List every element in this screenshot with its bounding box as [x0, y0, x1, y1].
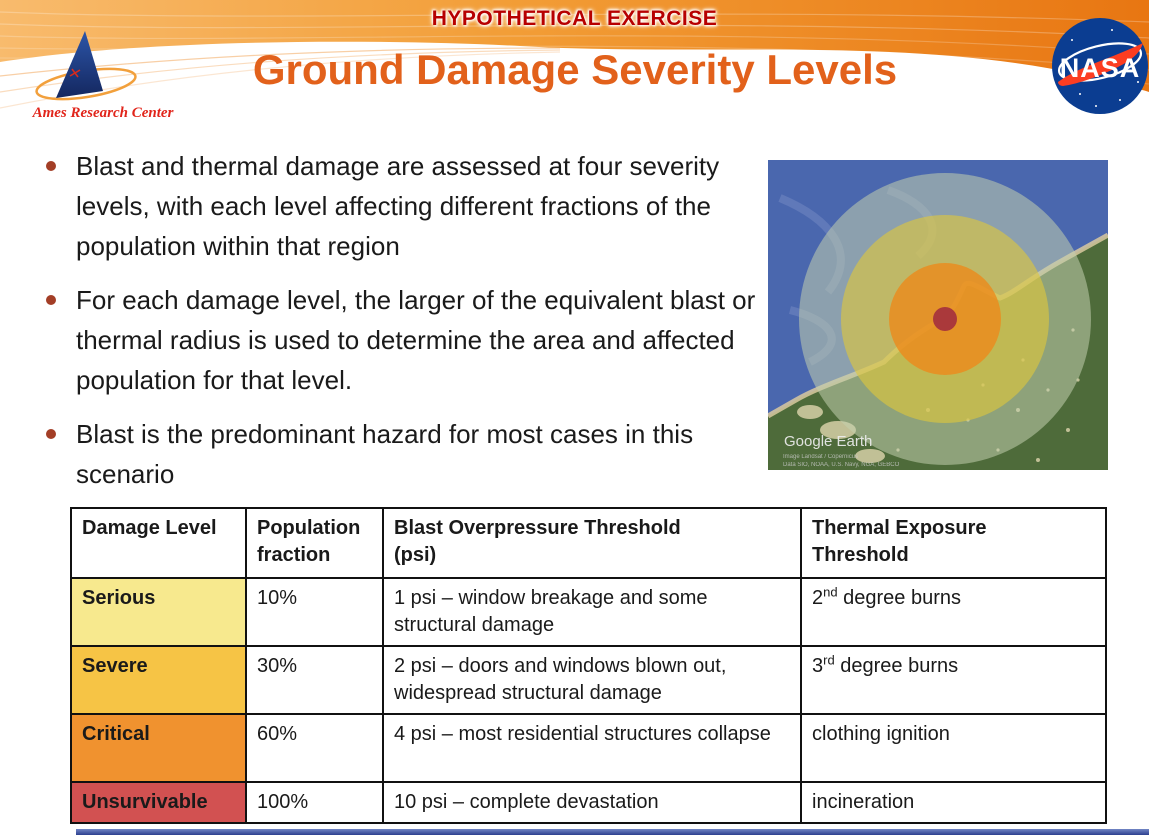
thermal-rest: degree burns — [837, 587, 962, 609]
header-thermal-threshold: Thermal Exposure Threshold — [800, 507, 1107, 579]
cell-fraction: 10% — [245, 577, 384, 647]
thermal-base: 3 — [812, 655, 824, 677]
footer-accent-bar — [76, 829, 1149, 835]
bullet-dot-icon — [46, 429, 56, 439]
bullet-dot-icon — [46, 161, 56, 171]
bullet-item: For each damage level, the larger of the… — [46, 280, 758, 400]
ames-star-icon — [69, 68, 81, 78]
thermal-base: clothing ignition — [812, 723, 950, 745]
header-band-graphic — [0, 0, 1149, 109]
table-row: Unsurvivable 100% 10 psi – complete deva… — [70, 781, 1107, 824]
cell-thermal: 3rd degree burns — [800, 645, 1107, 715]
ames-logo-label: Ames Research Center — [32, 105, 174, 121]
cell-blast: 1 psi – window breakage and some structu… — [382, 577, 802, 647]
bullet-dot-icon — [46, 295, 56, 305]
thermal-base: incineration — [812, 791, 915, 813]
severity-table: Damage Level Population fraction Blast O… — [70, 507, 1107, 824]
table-header-row: Damage Level Population fraction Blast O… — [70, 507, 1107, 579]
bullet-list: Blast and thermal damage are assessed at… — [46, 146, 758, 508]
page-title: Ground Damage Severity Levels — [252, 46, 898, 93]
map-image: Google Earth Image Landsat / Copernicus … — [768, 160, 1108, 470]
cell-level: Critical — [70, 713, 247, 783]
nasa-orbit-ellipse — [1057, 42, 1143, 82]
cell-thermal: incineration — [800, 781, 1107, 824]
cell-level: Severe — [70, 645, 247, 715]
map-attribution-line1: Image Landsat / Copernicus — [783, 454, 858, 460]
thermal-sup: nd — [823, 584, 838, 600]
google-earth-watermark: Google Earth — [784, 433, 872, 450]
header-population-fraction: Population fraction — [245, 507, 384, 579]
bullet-text: Blast and thermal damage are assessed at… — [76, 151, 720, 261]
bullet-item: Blast is the predominant hazard for most… — [46, 414, 758, 494]
table-row: Critical 60% 4 psi – most residential st… — [70, 713, 1107, 783]
ames-triangle — [56, 31, 103, 98]
header-damage-level: Damage Level — [70, 507, 247, 579]
ames-logo: Ames Research Center — [32, 31, 174, 121]
cell-thermal: clothing ignition — [800, 713, 1107, 783]
damage-rings — [799, 173, 1091, 465]
nasa-logo: NASA — [1052, 18, 1148, 114]
thermal-base: 2 — [812, 587, 824, 609]
cell-blast: 10 psi – complete devastation — [382, 781, 802, 824]
exercise-banner-label: HYPOTHETICAL EXERCISE — [431, 7, 718, 30]
cell-level: Unsurvivable — [70, 781, 247, 824]
ring-unsurvivable — [933, 307, 957, 331]
cell-fraction: 100% — [245, 781, 384, 824]
thermal-rest: degree burns — [834, 655, 959, 677]
header-blast-threshold: Blast Overpressure Threshold (psi) — [382, 507, 802, 579]
cell-fraction: 60% — [245, 713, 384, 783]
table-row: Serious 10% 1 psi – window breakage and … — [70, 577, 1107, 647]
map-attribution-line2: Data SIO, NOAA, U.S. Navy, NGA, GEBCO — [783, 462, 900, 468]
cell-thermal: 2nd degree burns — [800, 577, 1107, 647]
cell-blast: 2 psi – doors and windows blown out, wid… — [382, 645, 802, 715]
bullet-text: Blast is the predominant hazard for most… — [76, 419, 694, 489]
bullet-item: Blast and thermal damage are assessed at… — [46, 146, 758, 266]
bullet-text: For each damage level, the larger of the… — [76, 285, 756, 395]
table-row: Severe 30% 2 psi – doors and windows blo… — [70, 645, 1107, 715]
nasa-swoosh — [1058, 43, 1143, 86]
nasa-logo-label: NASA — [1060, 53, 1141, 83]
cell-blast: 4 psi – most residential structures coll… — [382, 713, 802, 783]
cell-fraction: 30% — [245, 645, 384, 715]
cell-level: Serious — [70, 577, 247, 647]
thermal-sup: rd — [823, 652, 835, 668]
